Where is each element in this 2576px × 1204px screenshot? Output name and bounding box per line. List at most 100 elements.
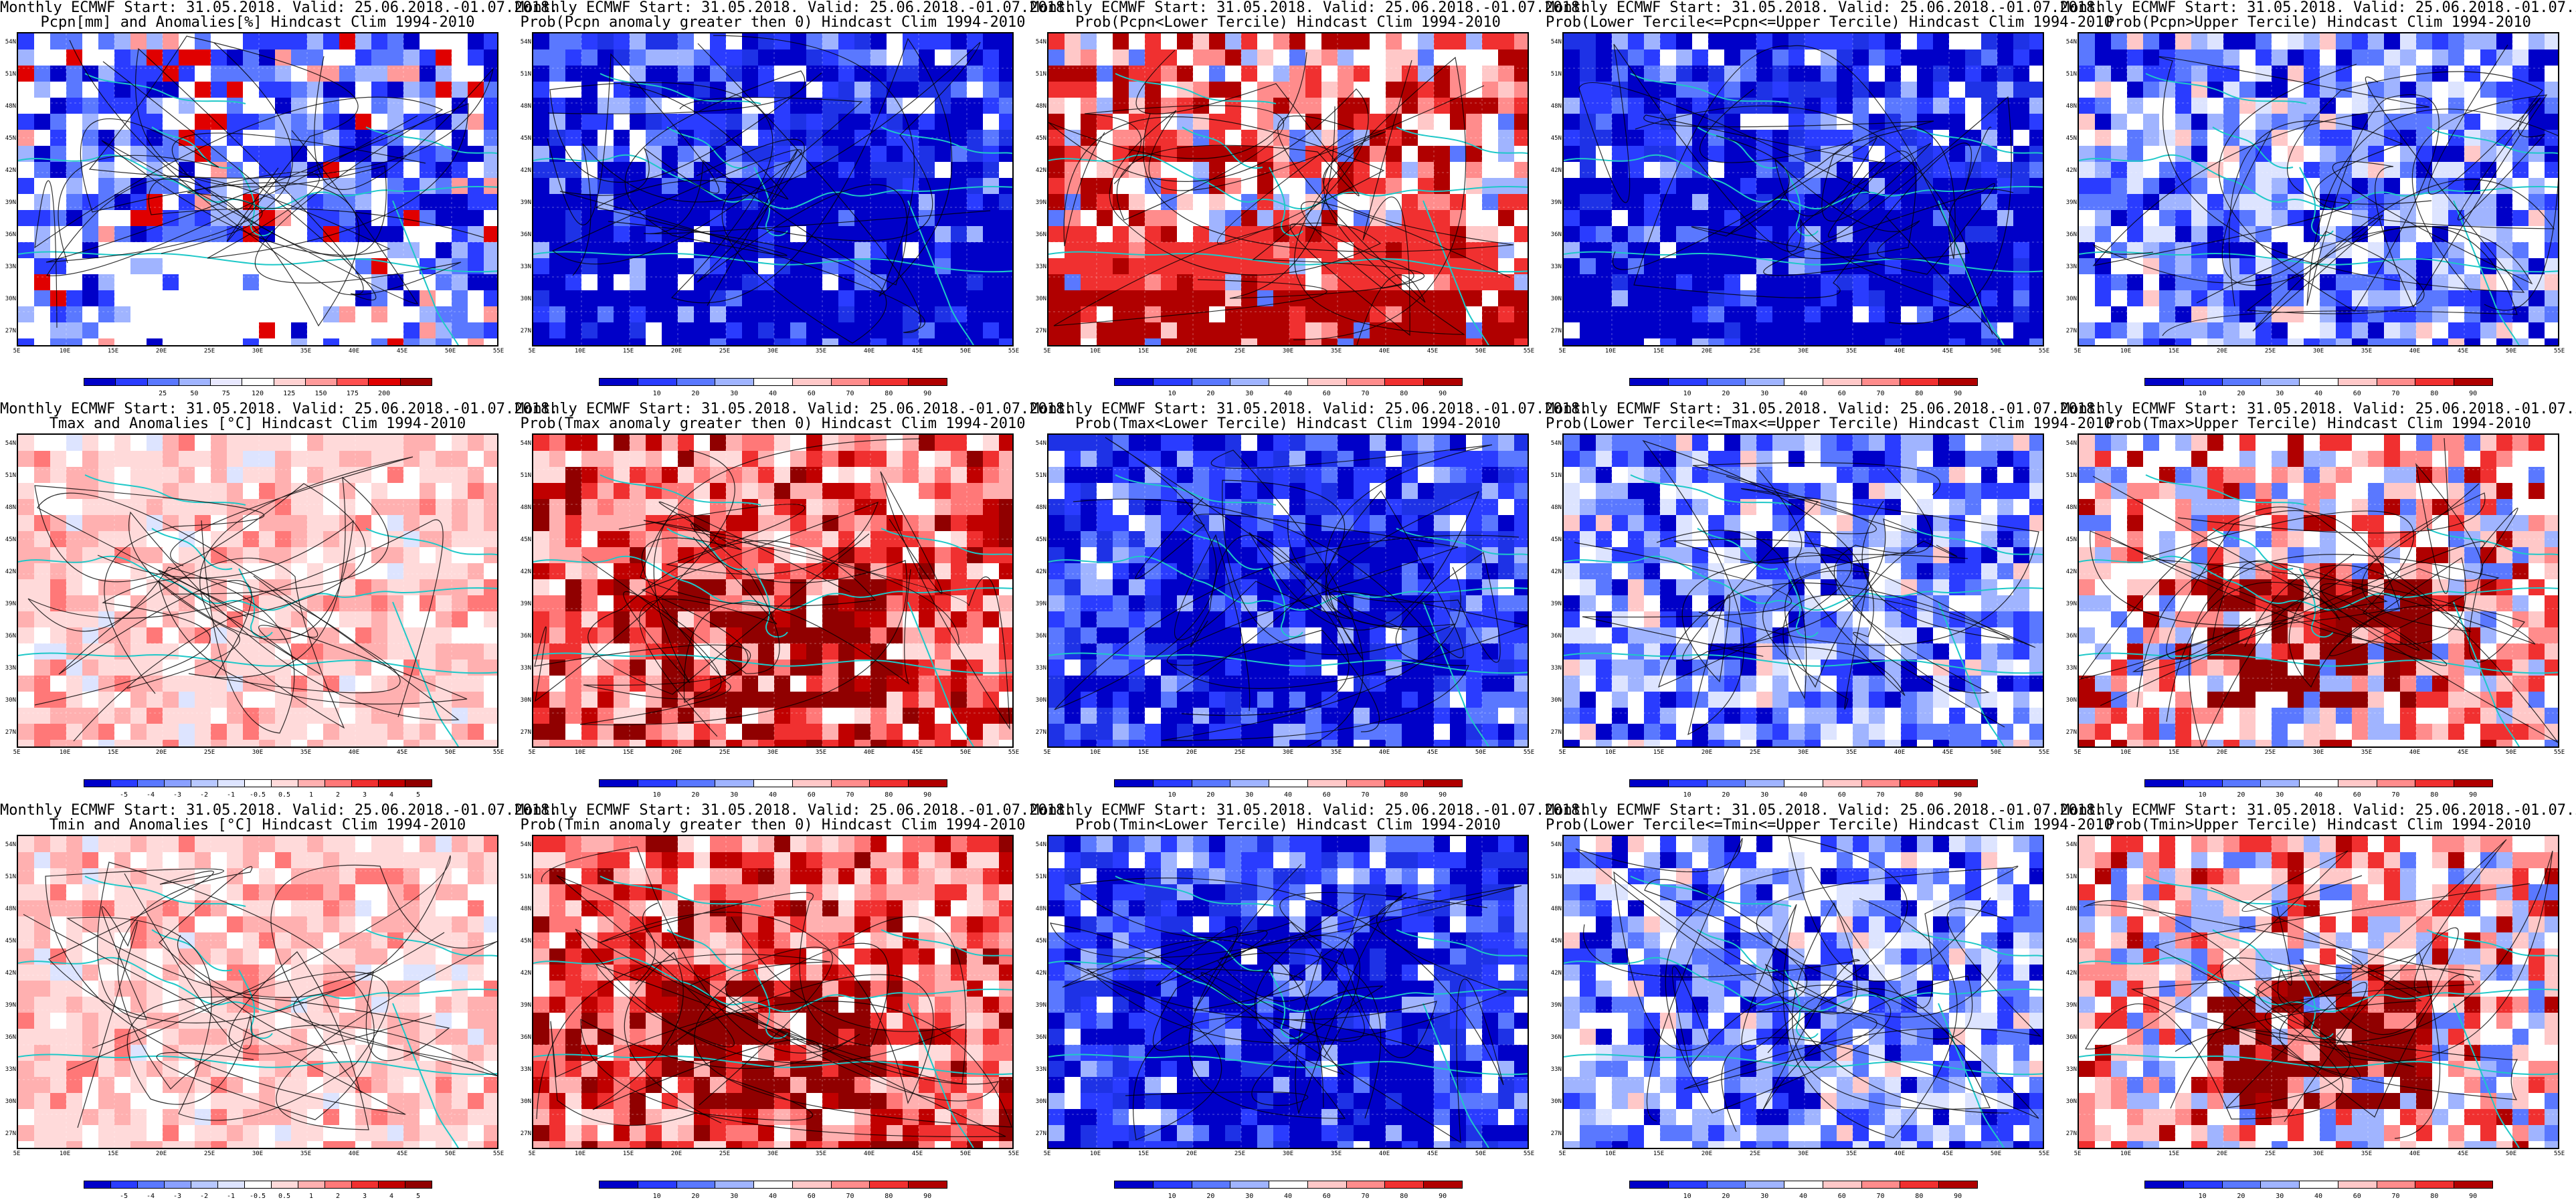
longitude-label: 25E <box>203 749 215 756</box>
colorbar-tick-label: 80 <box>1400 1193 1408 1200</box>
latitude-label: 45N <box>2065 938 2077 944</box>
longitude-label: 30E <box>1797 348 1809 355</box>
colorbar-tick-label: 40 <box>768 390 777 397</box>
colorbar-segment <box>1938 779 1978 787</box>
latitude-label: 51N <box>520 874 531 880</box>
colorbar-segment <box>2415 779 2455 787</box>
colorbar-segment <box>2415 1181 2455 1189</box>
colorbar-tick-label: 70 <box>1361 1193 1370 1200</box>
colorbar-tick-label: -4 <box>146 791 155 799</box>
longitude-label: 35E <box>1845 749 1857 756</box>
longitude-label: 30E <box>767 749 779 756</box>
latitude-label: 27N <box>520 729 531 736</box>
colorbar-tick-label: 80 <box>1915 1193 1924 1200</box>
latitude-label: 48N <box>5 103 16 110</box>
panel-title-line1: Monthly ECMWF Start: 31.05.2018. Valid: … <box>1546 802 2104 819</box>
latitude-label: 48N <box>1550 504 1562 511</box>
colorbar: 10 20 30 40 60 70 80 90 <box>2144 378 2493 397</box>
panel-title-line2: Prob(Tmin anomaly greater then 0) Hindca… <box>520 817 1026 833</box>
latitude-label: 45N <box>2065 135 2077 142</box>
colorbar-segment <box>1384 378 1424 386</box>
panel-title-line1: Monthly ECMWF Start: 31.05.2018. Valid: … <box>515 401 1074 417</box>
longitude-label: 55E <box>1008 348 1020 355</box>
longitude-label: 35E <box>300 348 312 355</box>
latitude-label: 48N <box>1550 906 1562 912</box>
map-area <box>532 433 1014 748</box>
colorbar-tick-label: 30 <box>1245 791 1254 799</box>
colorbar-segment <box>164 1181 191 1189</box>
latitude-label: 33N <box>1550 264 1562 270</box>
longitude-label: 10E <box>2120 1150 2132 1157</box>
colorbar-segment <box>908 378 947 386</box>
latitude-label: 42N <box>2065 569 2077 575</box>
latitude-label: 39N <box>1035 199 1046 206</box>
colorbar-tick-label: 0.5 <box>278 1193 291 1200</box>
colorbar-segment <box>1667 779 1708 787</box>
longitude-label: 20E <box>1186 749 1198 756</box>
latitude-label: 33N <box>2065 1066 2077 1073</box>
latitude-label: 42N <box>1035 569 1046 575</box>
colorbar-segment <box>1706 1181 1746 1189</box>
colorbar-tick-label: 2 <box>335 1193 341 1200</box>
colorbar-segment <box>753 1181 793 1189</box>
map-area <box>17 32 498 346</box>
colorbar-segment <box>1629 378 1669 386</box>
latitude-label: 48N <box>520 504 531 511</box>
colorbar-tick-label: -2 <box>199 1193 209 1200</box>
latitude-label: 33N <box>1035 665 1046 672</box>
colorbar-tick-label: 20 <box>2237 1193 2245 1200</box>
panel-title-line1: Monthly ECMWF Start: 31.05.2018. Valid: … <box>1030 401 1589 417</box>
colorbar-segment <box>137 779 165 787</box>
longitude-label: 35E <box>2361 749 2373 756</box>
latitude-label: 51N <box>1550 71 1562 78</box>
latitude-label: 27N <box>2065 1130 2077 1137</box>
colorbar-tick-label: 70 <box>1876 390 1885 397</box>
map-area <box>1047 835 1529 1149</box>
colorbar-segment <box>2454 378 2493 386</box>
latitude-label: 54N <box>5 440 16 447</box>
latitude-label: 54N <box>5 39 16 45</box>
panel-title-line2: Prob(Tmax<Lower Tercile) Hindcast Clim 1… <box>1075 415 1501 432</box>
colorbar-tick-label: 1 <box>308 791 314 799</box>
panel-title-line2: Prob(Tmax anomaly greater then 0) Hindca… <box>520 415 1026 432</box>
map-area <box>1562 32 2044 346</box>
colorbar-tick-label: 30 <box>2276 791 2284 799</box>
map-panel: Monthly ECMWF Start: 31.05.2018. Valid: … <box>0 803 558 1204</box>
map-field <box>18 435 497 746</box>
map-field <box>1564 836 2043 1148</box>
colorbar-segment <box>1384 779 1424 787</box>
map-field <box>533 836 1012 1148</box>
colorbar-tick-label: -1 <box>226 1193 236 1200</box>
colorbar-segment <box>84 1181 111 1189</box>
colorbar-segment <box>1191 779 1231 787</box>
longitude-label: 20E <box>670 348 682 355</box>
colorbar-tick-label: 10 <box>1683 390 1691 397</box>
latitude-label: 48N <box>1035 504 1046 511</box>
longitude-label: 45E <box>2457 348 2469 355</box>
longitude-label: 5E <box>1558 749 1566 756</box>
colorbar-segment <box>1745 1181 1785 1189</box>
colorbar-segment <box>2337 779 2377 787</box>
longitude-label: 50E <box>2505 348 2517 355</box>
longitude-label: 20E <box>1186 348 1198 355</box>
longitude-label: 50E <box>444 749 456 756</box>
panel-title-line1: Monthly ECMWF Start: 31.05.2018. Valid: … <box>1030 802 1589 819</box>
latitude-label: 39N <box>5 1002 16 1009</box>
colorbar-segment <box>217 1181 245 1189</box>
panel-title-line2: Prob(Lower Tercile<=Tmax<=Upper Tercile)… <box>1546 415 2113 432</box>
latitude-label: 51N <box>520 472 531 479</box>
latitude-label: 54N <box>1550 440 1562 447</box>
map-field <box>2079 836 2558 1148</box>
latitude-label: 33N <box>1550 1066 1562 1073</box>
colorbar-segment <box>1784 1181 1823 1189</box>
colorbar: 10 20 30 40 60 70 80 90 <box>1114 378 1463 397</box>
map-panel: Monthly ECMWF Start: 31.05.2018. Valid: … <box>0 0 558 401</box>
colorbar-tick-label: 70 <box>846 1193 854 1200</box>
colorbar-tick-label: 90 <box>2469 1193 2478 1200</box>
longitude-label: 35E <box>1845 1150 1857 1157</box>
longitude-label: 40E <box>2409 749 2421 756</box>
latitude-label: 36N <box>1550 231 1562 238</box>
latitude-label: 48N <box>1035 103 1046 110</box>
colorbar-segment <box>1423 378 1463 386</box>
